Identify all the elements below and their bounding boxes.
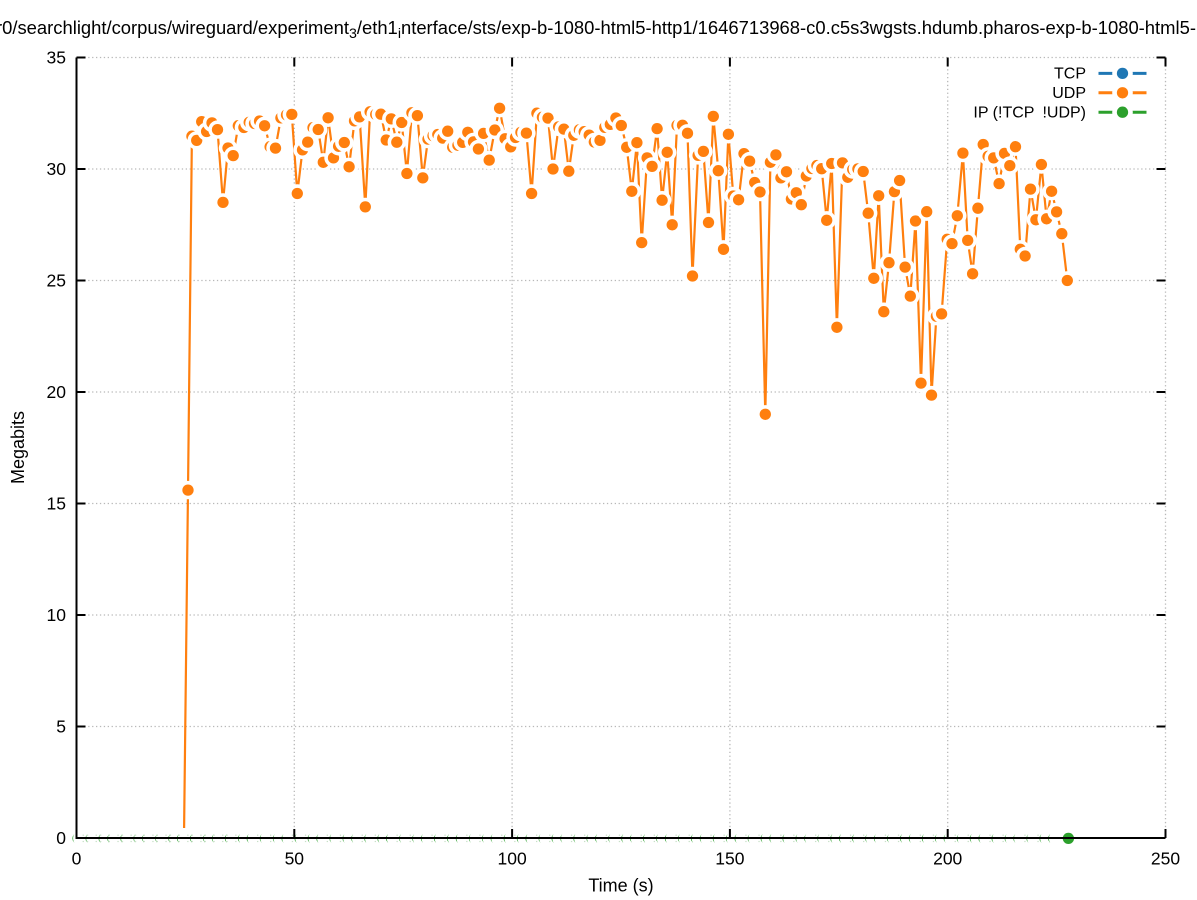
- svg-text:0: 0: [56, 828, 66, 848]
- svg-text:30: 30: [47, 159, 67, 179]
- svg-text:50: 50: [285, 849, 305, 869]
- svg-text:35: 35: [47, 48, 66, 68]
- svg-text:150: 150: [715, 849, 744, 869]
- svg-text:0: 0: [72, 849, 82, 869]
- svg-text:5: 5: [56, 717, 66, 737]
- svg-text:Time (s): Time (s): [588, 876, 653, 896]
- svg-text:20: 20: [47, 382, 67, 402]
- svg-text:Megabits: Megabits: [8, 411, 28, 484]
- svg-text:IP (!TCP !UDP): IP (!TCP !UDP): [973, 105, 1086, 122]
- svg-text:250: 250: [1151, 849, 1180, 869]
- svg-text:200: 200: [933, 849, 962, 869]
- svg-text:100: 100: [497, 849, 526, 869]
- svg-text:10: 10: [47, 605, 67, 625]
- svg-text:TCP: TCP: [1054, 66, 1086, 83]
- svg-text:15: 15: [47, 494, 66, 514]
- svg-text:UDP: UDP: [1052, 85, 1086, 102]
- svg-text:25: 25: [47, 271, 66, 291]
